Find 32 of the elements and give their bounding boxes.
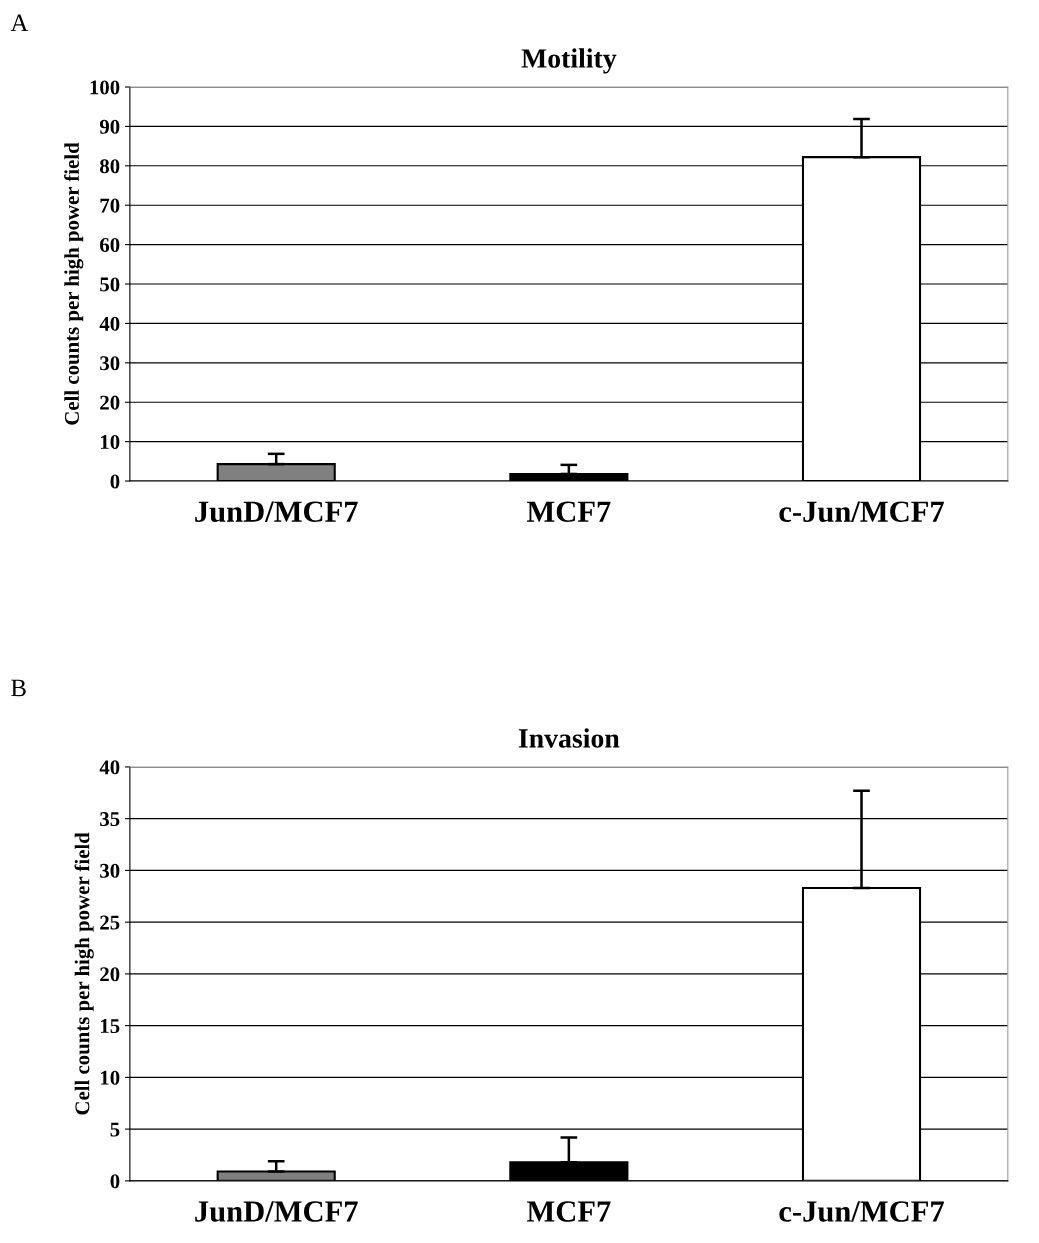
chart-title: Motility [521,48,617,74]
y-tick-label: 0 [110,1174,120,1189]
x-tick-label: MCF7 [526,1201,611,1222]
y-tick-label: 20 [100,395,120,410]
y-tick-label: 30 [100,356,120,371]
y-tick-label: 5 [110,1122,120,1137]
y-tick-label: 30 [100,863,120,878]
y-axis-title: Cell counts per high power field [74,832,94,1115]
x-tick-label: MCF7 [526,501,611,522]
text: B [11,679,26,697]
x-tick-label: JunD/MCF7 [195,1201,358,1222]
y-tick-label: 40 [99,760,120,775]
y-tick-label: 70 [100,198,120,213]
y-tick-label: 60 [100,238,120,253]
y-tick-label: 80 [100,159,120,174]
y-tick-label: 100 [90,80,120,95]
y-tick-label: 15 [100,1019,120,1034]
y-tick-label: 50 [100,277,120,292]
y-axis-title: Cell counts per high power field [64,142,84,425]
y-tick-label: 20 [100,967,120,982]
y-tick-label: 25 [100,915,120,930]
y-tick-label: 90 [99,119,120,134]
x-tick-label: c-Jun/MCF7 [779,1201,944,1222]
y-tick-label: 10 [100,1070,120,1085]
y-tick-label: 10 [100,435,120,450]
text: A [10,14,29,32]
x-tick-label: JunD/MCF7 [195,501,358,523]
x-tick-label: c-Jun/MCF7 [779,501,944,523]
y-tick-label: 0 [110,474,120,489]
y-tick-label: 40 [99,316,120,331]
chart-title: Invasion [518,728,620,748]
y-tick-label: 35 [100,812,120,827]
